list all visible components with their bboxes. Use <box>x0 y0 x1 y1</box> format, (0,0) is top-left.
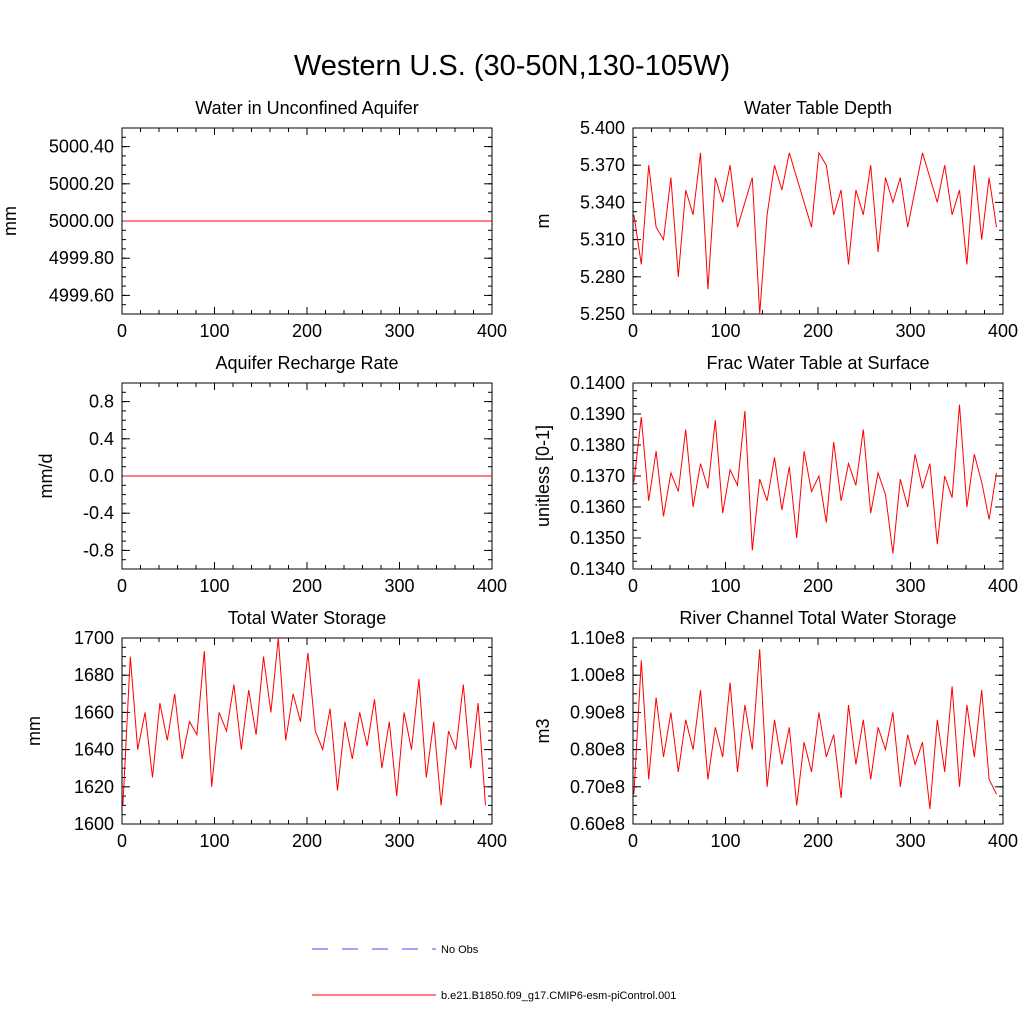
x-tick-label: 0 <box>117 321 127 341</box>
y-tick-label: 0.1340 <box>570 559 625 579</box>
y-tick-label: 1.10e8 <box>570 628 625 648</box>
y-tick-label: 1.00e8 <box>570 665 625 685</box>
x-tick-label: 0 <box>628 321 638 341</box>
panel-title: Aquifer Recharge Rate <box>215 353 398 373</box>
chart-panel-3: Aquifer Recharge Rate mm/d 0 100 200 300 400 -0… <box>36 353 507 596</box>
x-tick-label: 400 <box>988 321 1018 341</box>
y-tick-label: 5000.40 <box>49 137 114 157</box>
chart-panel-2: Water Table Depth m 0 100 200 300 400 5.250 5.28… <box>533 98 1018 341</box>
x-tick-label: 100 <box>710 576 740 596</box>
series-line-1 <box>633 151 997 315</box>
y-tick-label: 0.1390 <box>570 404 625 424</box>
series-line-1 <box>122 637 486 806</box>
y-tick-label: 0.1370 <box>570 466 625 486</box>
y-axis-label: m <box>533 214 553 229</box>
series-line-1 <box>633 404 997 554</box>
y-tick-label: -0.4 <box>83 503 114 523</box>
y-tick-label: 1640 <box>74 740 114 760</box>
x-tick-label: 100 <box>710 321 740 341</box>
panel-title: Frac Water Table at Surface <box>706 353 929 373</box>
y-tick-label: 5.400 <box>580 118 625 138</box>
x-tick-label: 400 <box>988 831 1018 851</box>
x-tick-label: 200 <box>803 576 833 596</box>
x-tick-label: 100 <box>199 831 229 851</box>
y-tick-label: 1700 <box>74 628 114 648</box>
chart-panel-5: Total Water Storage mm 0 100 200 300 400 1600 16… <box>24 608 507 851</box>
x-tick-label: 100 <box>199 321 229 341</box>
x-tick-label: 200 <box>292 576 322 596</box>
y-tick-label: 0.8 <box>89 392 114 412</box>
y-tick-label: 5.340 <box>580 192 625 212</box>
x-tick-label: 400 <box>477 321 507 341</box>
chart-panel-6: River Channel Total Water Storage m3 0 100 2… <box>533 608 1018 851</box>
x-tick-label: 300 <box>895 321 925 341</box>
panel-title: Total Water Storage <box>228 608 386 628</box>
chart-panel-1: Water in Unconfined Aquifer mm 0 100 200 300 4… <box>0 98 507 341</box>
x-tick-label: 300 <box>384 831 414 851</box>
x-tick-label: 0 <box>117 831 127 851</box>
x-tick-label: 300 <box>895 576 925 596</box>
x-tick-label: 200 <box>292 831 322 851</box>
x-tick-label: 100 <box>710 831 740 851</box>
y-tick-label: 5.370 <box>580 155 625 175</box>
x-tick-label: 200 <box>292 321 322 341</box>
x-tick-label: 300 <box>895 831 925 851</box>
x-tick-label: 0 <box>117 576 127 596</box>
y-tick-label: 5.250 <box>580 304 625 324</box>
y-tick-label: 0.60e8 <box>570 814 625 834</box>
y-tick-label: 0.1350 <box>570 528 625 548</box>
y-tick-label: 4999.80 <box>49 248 114 268</box>
x-tick-label: 400 <box>477 576 507 596</box>
x-tick-label: 0 <box>628 831 638 851</box>
chart-panel-4: Frac Water Table at Surface unitless [0-1… <box>533 353 1018 596</box>
y-axis-label: mm/d <box>36 454 56 499</box>
y-axis-label: mm <box>0 206 20 236</box>
y-tick-label: 0.90e8 <box>570 702 625 722</box>
panel-title: River Channel Total Water Storage <box>679 608 956 628</box>
series-line-1 <box>633 649 997 810</box>
y-tick-label: -0.8 <box>83 540 114 560</box>
y-tick-label: 4999.60 <box>49 285 114 305</box>
x-tick-label: 400 <box>477 831 507 851</box>
y-tick-label: 1600 <box>74 814 114 834</box>
y-tick-label: 0.70e8 <box>570 777 625 797</box>
legend: No Obs b.e21.B1850.f09_g17.CMIP6-esm-piC… <box>312 944 676 1002</box>
y-axis-label: mm <box>24 716 44 746</box>
y-tick-label: 0.4 <box>89 429 114 449</box>
legend-label-no-obs: No Obs <box>441 944 479 956</box>
plot-frame <box>632 382 1004 570</box>
x-tick-label: 400 <box>988 576 1018 596</box>
x-tick-label: 200 <box>803 831 833 851</box>
y-tick-label: 5000.00 <box>49 211 114 231</box>
x-tick-label: 0 <box>628 576 638 596</box>
y-tick-label: 0.1360 <box>570 497 625 517</box>
x-tick-label: 300 <box>384 321 414 341</box>
y-tick-label: 0.1400 <box>570 373 625 393</box>
figure-title: Western U.S. (30-50N,130-105W) <box>293 50 731 82</box>
y-tick-label: 5000.20 <box>49 174 114 194</box>
y-tick-label: 0.0 <box>89 466 114 486</box>
x-tick-label: 100 <box>199 576 229 596</box>
y-tick-label: 0.1380 <box>570 435 625 455</box>
y-axis-label: unitless [0-1] <box>533 425 553 527</box>
x-tick-label: 300 <box>384 576 414 596</box>
plot-frame <box>632 127 1004 315</box>
y-tick-label: 0.80e8 <box>570 740 625 760</box>
y-axis-label: m3 <box>533 718 553 743</box>
x-tick-label: 200 <box>803 321 833 341</box>
y-tick-label: 5.310 <box>580 230 625 250</box>
y-tick-label: 5.280 <box>580 267 625 287</box>
panel-title: Water in Unconfined Aquifer <box>195 98 418 118</box>
y-tick-label: 1620 <box>74 777 114 797</box>
panel-title: Water Table Depth <box>744 98 892 118</box>
y-tick-label: 1660 <box>74 702 114 722</box>
legend-label-model: b.e21.B1850.f09_g17.CMIP6-esm-piControl.… <box>441 990 676 1002</box>
y-tick-label: 1680 <box>74 665 114 685</box>
